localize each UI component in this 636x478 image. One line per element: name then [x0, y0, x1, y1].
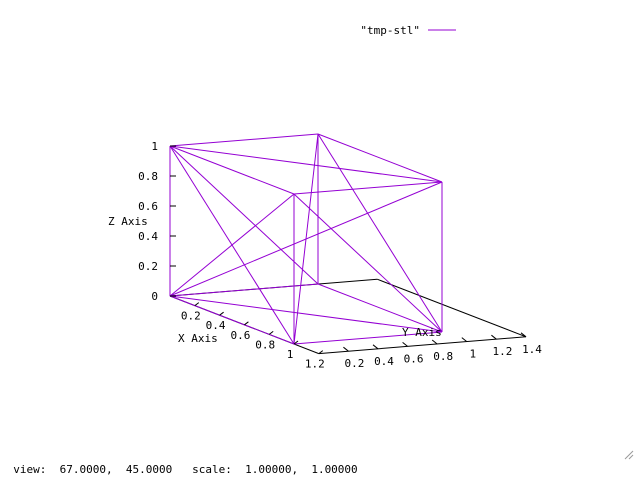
series-0-segment-13 — [169, 145, 443, 183]
x-tick-mark — [268, 330, 274, 335]
legend-label: "tmp-stl" — [360, 24, 420, 37]
series-0-segment-19 — [293, 133, 319, 345]
y-tick-mark — [491, 334, 497, 340]
series-0-segment-2 — [317, 283, 443, 333]
x-tick-mark — [293, 340, 299, 345]
y-tick-label: 0.8 — [433, 350, 453, 363]
y-tick-mark — [402, 342, 408, 347]
x-tick-mark — [244, 321, 249, 326]
view-label: view: — [13, 463, 47, 476]
y-tick-mark — [461, 337, 468, 342]
x-tick-label: 0.6 — [230, 329, 250, 342]
series-0-segment-16 — [169, 145, 319, 285]
legend: "tmp-stl" — [360, 24, 456, 37]
y-axis-label: Y Axis — [402, 326, 442, 339]
axis-ticks: 0 0.2 0.4 0.6 0.8 1 0.2 0.4 0.6 0.8 1 1.2 0.2 0.4 0.6 0… — [138, 140, 542, 371]
x-tick-mark — [219, 311, 224, 316]
z-axis-label: Z Axis — [108, 215, 148, 228]
series-0-segment-15 — [317, 133, 443, 333]
x-tick-label: 0.8 — [255, 338, 275, 351]
series-0-segment-4 — [169, 145, 295, 195]
back-x-axis-line — [377, 278, 527, 338]
y-tick-mark — [343, 346, 349, 352]
y-tick-mark — [431, 339, 438, 345]
y-tick-label: 0.4 — [374, 355, 394, 368]
scale-label: scale: — [192, 463, 232, 476]
view-values: 67.0000, 45.0000 — [59, 463, 173, 476]
status-bar: view: 67.0000, 45.0000 scale: 1.00000, 1… — [0, 446, 610, 476]
series-0-segment-1 — [293, 331, 443, 345]
y-tick-mark — [372, 344, 379, 350]
x-tick-label: 0.4 — [206, 319, 226, 332]
wireframe — [169, 133, 443, 345]
y-tick-label: 0.6 — [404, 352, 424, 365]
y-tick-label: 1.2 — [492, 345, 512, 358]
x-tick-label: 1.2 — [305, 358, 325, 371]
series-0-segment-12 — [169, 295, 443, 333]
y-tick-label: 1 — [469, 348, 476, 361]
z-tick-label: 0.8 — [138, 170, 158, 183]
scale-values: 1.00000, 1.00000 — [245, 463, 358, 476]
z-tick-label: 0.2 — [138, 260, 158, 273]
series-0-segment-5 — [293, 181, 443, 195]
y-tick-label: 0.2 — [344, 357, 364, 370]
z-tick-label: 0 — [151, 290, 158, 303]
x-tick-mark — [318, 350, 324, 355]
x-tick-label: 0.2 — [181, 310, 201, 323]
y-tick-mark — [520, 332, 527, 338]
x-axis-label: X Axis — [178, 332, 218, 345]
series-0-segment-17 — [293, 193, 443, 333]
resize-grip-icon[interactable] — [622, 448, 634, 460]
plot-area: 0 0.2 0.4 0.6 0.8 1 0.2 0.4 0.6 0.8 1 1.2 0.2 0.4 0.6 0… — [108, 24, 542, 371]
series-0-segment-6 — [317, 133, 443, 183]
y-axis-line — [318, 336, 527, 355]
z-tick-label: 1 — [151, 140, 158, 153]
x-tick-mark — [194, 302, 200, 307]
series-0-segment-20 — [169, 193, 295, 297]
y-tick-label: 1.4 — [522, 343, 542, 356]
series-0-segment-3 — [169, 283, 319, 297]
series-0-segment-0 — [169, 295, 295, 345]
x-tick-label: 1 — [287, 348, 294, 361]
series-0-segment-7 — [169, 133, 319, 147]
z-tick-label: 0.4 — [138, 230, 158, 243]
z-tick-label: 0.6 — [138, 200, 158, 213]
